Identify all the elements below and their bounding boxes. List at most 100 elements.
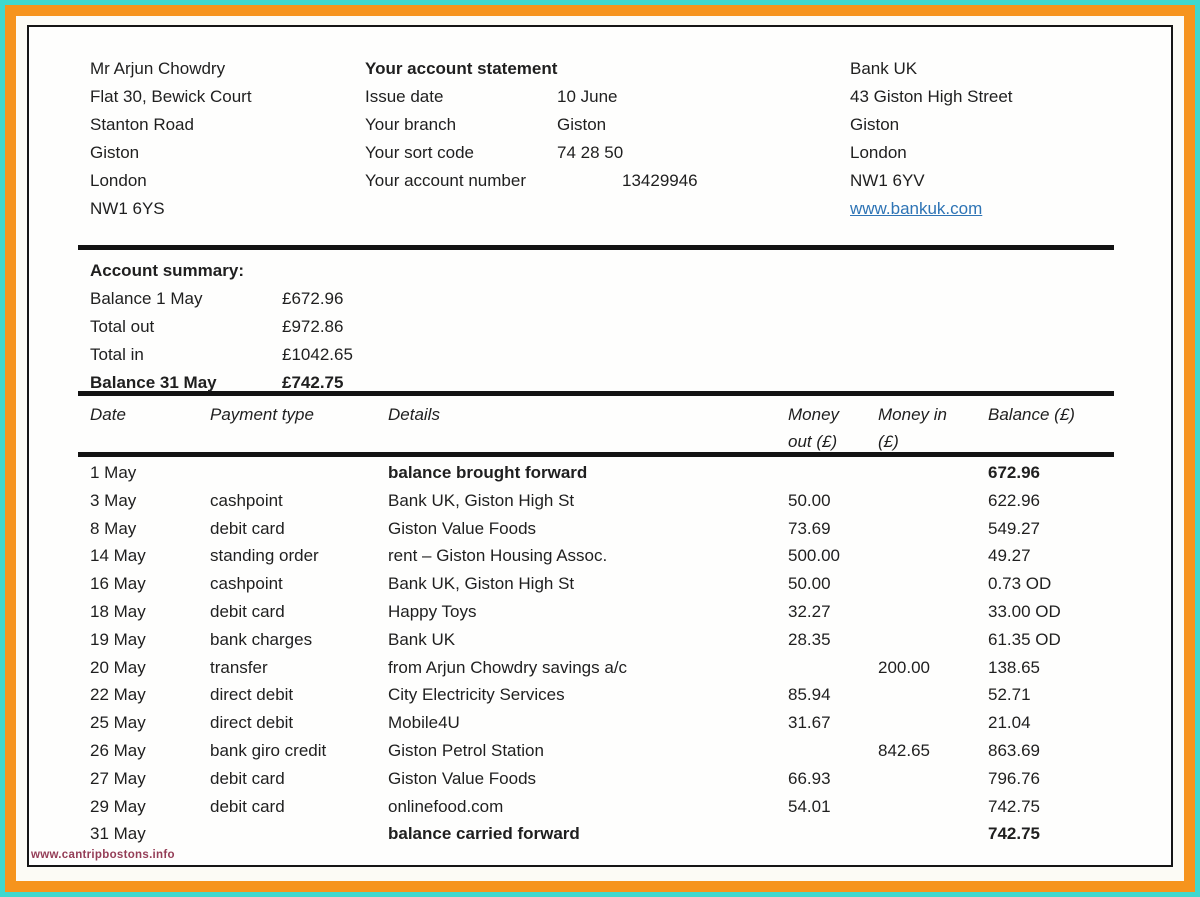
cell-date: 27 May <box>90 768 146 788</box>
customer-address-line: Giston <box>90 143 140 162</box>
divider-rule-header <box>78 452 1114 457</box>
cell-date: 1 May <box>90 463 137 482</box>
cell-money-out: 28.35 <box>788 629 831 649</box>
table-row: 27 May debit card Giston Value Foods 66.93 7… <box>0 765 1200 793</box>
bank-website-link[interactable]: www.bankuk.com <box>850 199 983 218</box>
cell-details: Bank UK, Giston High St <box>388 574 575 594</box>
cell-payment-type: debit card <box>210 602 285 621</box>
column-header-money-in: Money in <box>878 405 947 424</box>
bank-name: Bank UK <box>850 59 918 78</box>
branch-value: Giston <box>557 115 607 134</box>
cell-money-out: 54.01 <box>788 796 831 816</box>
cell-details: from Arjun Chowdry savings a/c <box>388 657 628 677</box>
field-label: Your sort code <box>365 143 474 162</box>
table-row: 25 May direct debit Mobile4U 31.67 21.04 <box>0 709 1200 737</box>
cell-balance: 863.69 <box>988 741 1040 760</box>
customer-address-line: London <box>90 171 147 190</box>
cell-money-out: 66.93 <box>788 768 831 788</box>
cell-money-in: 200.00 <box>878 657 930 677</box>
cell-balance: 742.75 <box>988 824 1040 844</box>
cell-payment-type: debit card <box>210 796 285 816</box>
statement-meta: Your account statement Issue date 10 June… <box>365 55 795 195</box>
cell-details: City Electricity Services <box>388 685 565 705</box>
cell-payment-type: bank charges <box>210 629 313 649</box>
cell-balance: 52.71 <box>988 685 1031 705</box>
cell-details: balance carried forward <box>388 824 580 844</box>
cell-balance: 61.35 OD <box>988 629 1061 649</box>
cell-payment-type: debit card <box>210 518 285 538</box>
customer-postcode: NW1 6YS <box>90 199 165 218</box>
column-header-date: Date <box>90 405 126 424</box>
column-header-money-in-unit: (£) <box>878 432 899 451</box>
field-label: Issue date <box>365 87 444 106</box>
summary-row: Balance 1 May £672.96 <box>90 285 353 313</box>
column-header-payment-type: Payment type <box>210 405 314 424</box>
table-row: 18 May debit card Happy Toys 32.27 33.00 OD <box>0 598 1200 626</box>
cell-payment-type: bank giro credit <box>210 741 327 760</box>
cell-balance: 21.04 <box>988 713 1031 733</box>
cell-date: 19 May <box>90 629 146 649</box>
cell-date: 14 May <box>90 546 146 566</box>
summary-row: Total out £972.86 <box>90 313 353 341</box>
cell-details: Giston Value Foods <box>388 768 537 788</box>
table-row: 20 May transfer from Arjun Chowdry savings… <box>0 654 1200 682</box>
table-row: 1 May balance brought forward 672.96 <box>0 459 1200 487</box>
cell-date: 29 May <box>90 796 146 816</box>
issue-date-value: 10 June <box>557 87 618 106</box>
table-row: 19 May bank charges Bank UK 28.35 61.35 OD <box>0 626 1200 654</box>
cell-balance: 796.76 <box>988 768 1040 788</box>
cell-details: Giston Petrol Station <box>388 741 544 760</box>
cell-payment-type: direct debit <box>210 685 294 705</box>
customer-address: Mr Arjun Chowdry Flat 30, Bewick Court S… <box>90 55 252 223</box>
cell-money-out: 31.67 <box>788 713 831 733</box>
bank-postcode: NW1 6YV <box>850 171 925 190</box>
table-row: 31 May balance carried forward 742.75 <box>0 820 1200 848</box>
cell-date: 18 May <box>90 602 146 621</box>
summary-row: Total in £1042.65 <box>90 341 353 369</box>
table-row: 26 May bank giro credit Giston Petrol Stat… <box>0 737 1200 765</box>
field-label: Your branch <box>365 115 457 134</box>
cell-date: 3 May <box>90 490 137 510</box>
summary-label: Total in <box>90 345 144 364</box>
statement-field: Your branch Giston <box>365 111 795 139</box>
column-header-money-out: Money <box>788 405 840 424</box>
page-border <box>27 25 1173 867</box>
cell-payment-type: debit card <box>210 768 285 788</box>
total-out-value: £972.86 <box>282 317 344 336</box>
summary-label: Balance 1 May <box>90 289 203 308</box>
summary-label: Balance 31 May <box>90 373 217 392</box>
cell-balance: 549.27 <box>988 518 1040 538</box>
cell-balance: 138.65 <box>988 657 1040 677</box>
cell-date: 8 May <box>90 518 137 538</box>
table-row: 22 May direct debit City Electricity Servi… <box>0 681 1200 709</box>
account-summary: Account summary: Balance 1 May £672.96 To… <box>90 257 353 397</box>
cell-date: 16 May <box>90 574 146 594</box>
cell-balance: 0.73 OD <box>988 574 1052 594</box>
account-summary-heading: Account summary: <box>90 261 244 280</box>
cell-money-out: 73.69 <box>788 518 831 538</box>
cell-payment-type: standing order <box>210 546 319 566</box>
cell-money-out: 85.94 <box>788 685 831 705</box>
opening-balance-value: £672.96 <box>282 289 344 308</box>
cell-date: 25 May <box>90 713 146 733</box>
cell-balance: 672.96 <box>988 463 1040 482</box>
bank-address-line: Giston <box>850 115 900 134</box>
table-row: 29 May debit card onlinefood.com 54.01 742.7… <box>0 793 1200 821</box>
bank-address: Bank UK 43 Giston High Street Giston Lon… <box>850 55 1013 223</box>
cell-payment-type: transfer <box>210 657 268 677</box>
cell-money-out: 50.00 <box>788 574 831 594</box>
field-label: Your account number <box>365 171 526 190</box>
cell-payment-type: cashpoint <box>210 490 283 510</box>
summary-row-closing-balance: Balance 31 May £742.75 <box>90 369 353 397</box>
cell-money-out: 32.27 <box>788 602 831 621</box>
cell-date: 31 May <box>90 824 146 844</box>
closing-balance-value: £742.75 <box>282 373 344 392</box>
customer-name: Mr Arjun Chowdry <box>90 59 226 78</box>
customer-address-line: Stanton Road <box>90 115 194 134</box>
cell-date: 26 May <box>90 741 146 760</box>
watermark-url: www.cantripbostons.info <box>31 849 175 861</box>
statement-field: Your sort code 74 28 50 <box>365 139 795 167</box>
cell-balance: 742.75 <box>988 796 1040 816</box>
statement-field: Your account number 13429946 <box>365 167 795 195</box>
